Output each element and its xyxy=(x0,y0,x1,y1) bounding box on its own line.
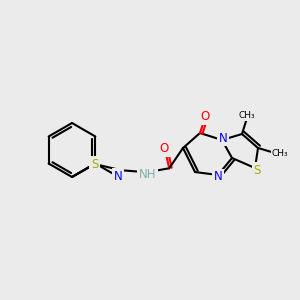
Text: S: S xyxy=(253,164,261,176)
Text: S: S xyxy=(91,158,98,170)
Text: CH₃: CH₃ xyxy=(272,148,288,158)
Text: O: O xyxy=(200,110,210,124)
Text: O: O xyxy=(160,142,169,155)
Text: CH₃: CH₃ xyxy=(239,112,255,121)
Text: NH: NH xyxy=(139,168,156,181)
Text: N: N xyxy=(219,131,227,145)
Text: N: N xyxy=(214,170,222,184)
Text: N: N xyxy=(113,170,122,183)
